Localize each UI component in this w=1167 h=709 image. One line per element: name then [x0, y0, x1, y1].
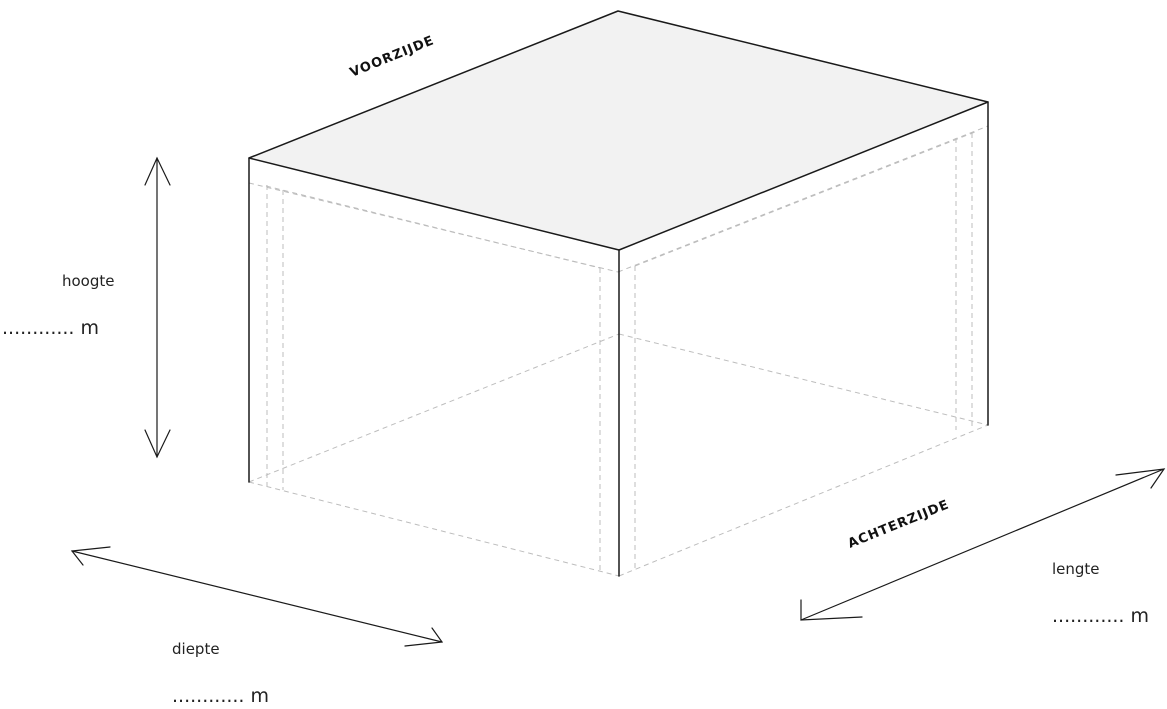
depth-value: ............ m	[172, 685, 269, 707]
length-arrow	[800, 468, 1166, 621]
height-label: hoogte	[62, 272, 115, 290]
length-value: ............ m	[1052, 605, 1149, 627]
front-side-label: VOORZIJDE	[348, 33, 437, 81]
roof-top-face	[248, 10, 989, 251]
length-label: lengte	[1052, 560, 1100, 578]
height-arrow	[144, 156, 171, 459]
frame-edges	[248, 101, 989, 577]
back-side-label: ACHTERZIJDE	[846, 497, 952, 551]
height-value: ............ m	[2, 317, 99, 339]
depth-label: diepte	[172, 640, 220, 658]
depth-arrow	[70, 546, 444, 647]
hidden-frame-lines	[248, 125, 989, 577]
